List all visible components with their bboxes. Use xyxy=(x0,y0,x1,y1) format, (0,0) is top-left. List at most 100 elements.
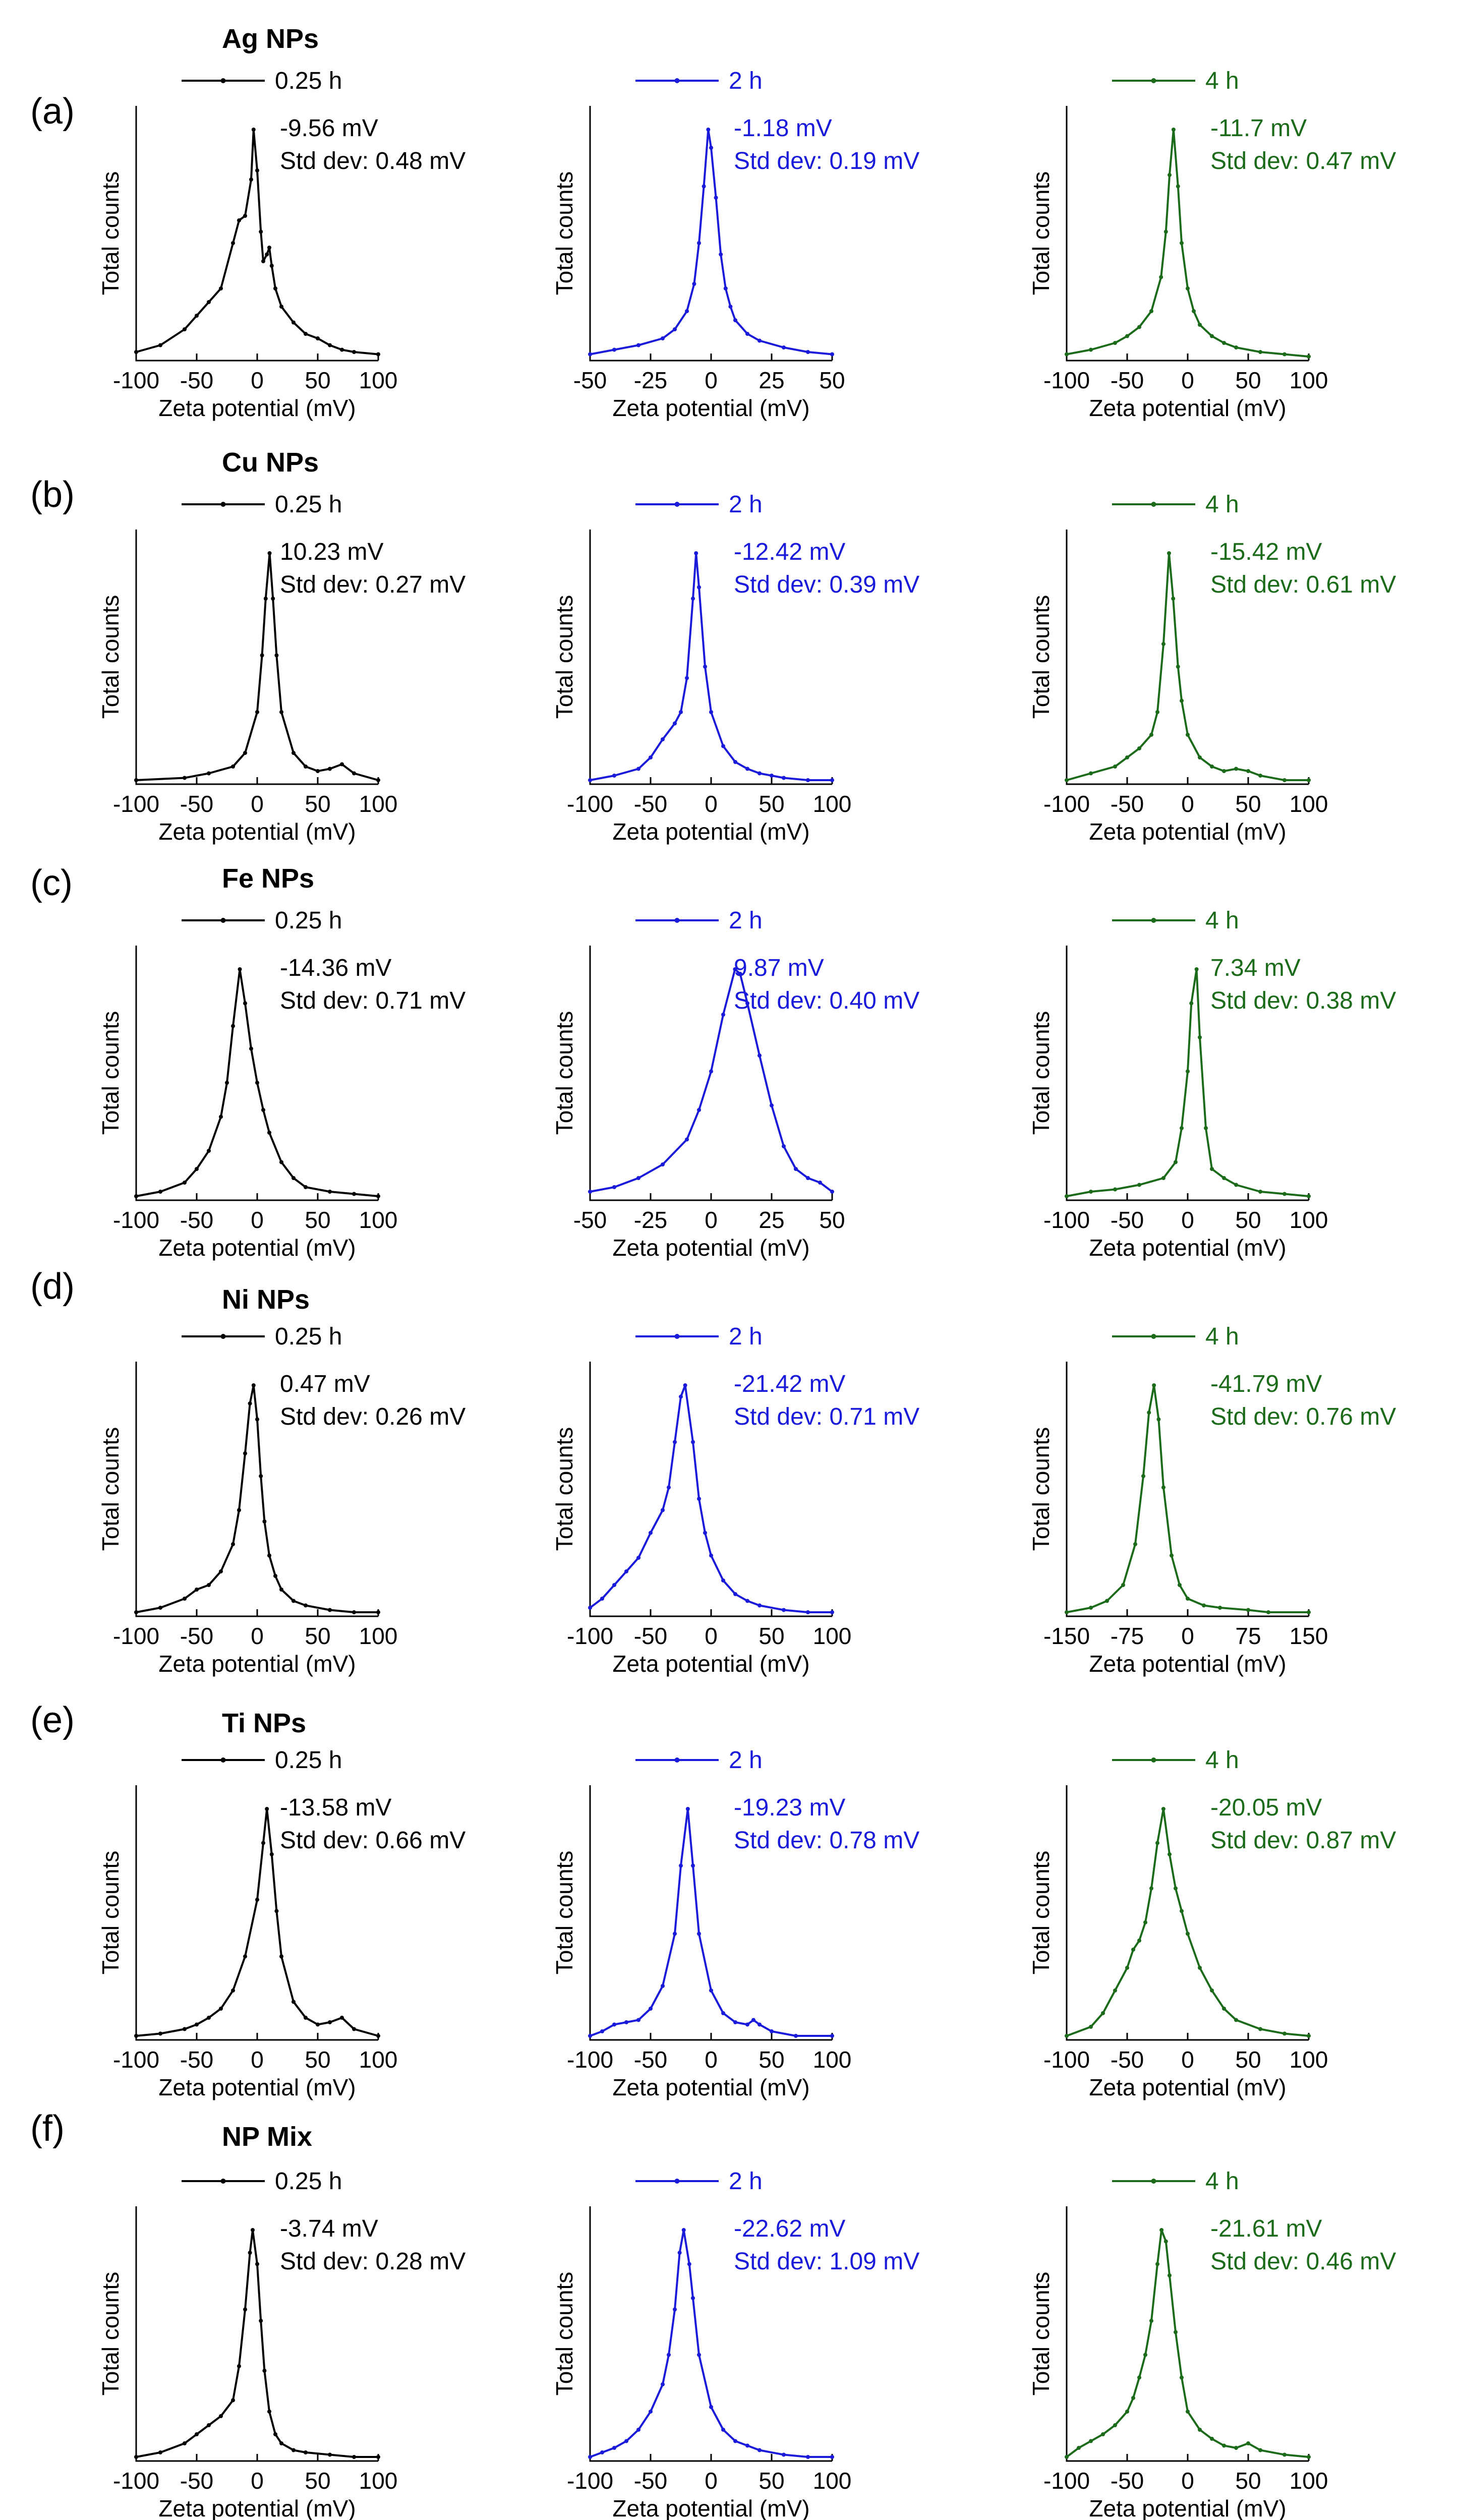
x-tick-label: -100 xyxy=(113,791,159,817)
data-point xyxy=(255,710,259,714)
data-point xyxy=(588,1190,592,1194)
data-point xyxy=(279,710,283,714)
series-line xyxy=(1066,968,1309,1197)
std-dev-label: Std dev: 0.78 mV xyxy=(734,1827,919,1854)
data-point xyxy=(1156,1417,1161,1422)
legend-label: 0.25 h xyxy=(275,68,342,94)
data-point xyxy=(279,305,283,309)
x-tick-label: 0 xyxy=(705,367,718,393)
data-point xyxy=(588,1606,592,1610)
data-point xyxy=(782,1608,786,1612)
data-point xyxy=(757,771,762,776)
data-point xyxy=(1174,2330,1178,2334)
x-tick-label: 50 xyxy=(1235,791,1261,817)
series-line xyxy=(136,129,379,356)
data-point xyxy=(207,1583,211,1587)
data-point xyxy=(1218,1606,1222,1610)
panel-letter: (b) xyxy=(30,475,75,515)
panel-letter: (a) xyxy=(30,91,75,132)
data-point xyxy=(251,1383,256,1387)
data-point xyxy=(1167,551,1171,555)
data-point xyxy=(673,1931,677,1936)
data-point xyxy=(679,1863,683,1868)
x-axis-label: Zeta potential (mV) xyxy=(158,2495,356,2520)
legend-marker xyxy=(220,918,226,923)
peak-value-label: 9.87 mV xyxy=(734,955,824,981)
data-point xyxy=(243,1954,247,1959)
data-point xyxy=(733,318,737,322)
panel-letter: (c) xyxy=(30,863,73,903)
data-point xyxy=(702,184,706,189)
data-point xyxy=(219,2414,223,2418)
data-point xyxy=(352,1192,356,1196)
data-point xyxy=(721,1578,725,1583)
panel-title: NP Mix xyxy=(222,2122,312,2152)
peak-value-label: 7.34 mV xyxy=(1210,955,1301,981)
data-point xyxy=(1234,1183,1238,1187)
data-point xyxy=(134,2455,138,2459)
data-point xyxy=(818,1181,822,1185)
data-point xyxy=(262,1519,267,1523)
data-point xyxy=(279,1954,283,1959)
data-point xyxy=(612,347,616,352)
panel-letter: (d) xyxy=(30,1266,75,1307)
data-point xyxy=(1137,2375,1141,2380)
x-tick-label: 0 xyxy=(705,1207,718,1233)
legend-label: 0.25 h xyxy=(275,1747,342,1774)
x-tick-label: 100 xyxy=(813,2468,852,2494)
data-point xyxy=(195,1588,199,1592)
data-point xyxy=(1149,2319,1153,2323)
data-point xyxy=(292,751,296,755)
data-point xyxy=(158,2450,162,2454)
data-point xyxy=(316,2022,320,2027)
data-point xyxy=(1163,229,1168,234)
x-tick-label: 50 xyxy=(305,2468,330,2494)
data-point xyxy=(1307,2034,1311,2038)
x-axis-label: Zeta potential (mV) xyxy=(158,818,356,845)
std-dev-label: Std dev: 0.40 mV xyxy=(734,987,919,1014)
data-point xyxy=(237,2364,241,2368)
legend-marker xyxy=(674,78,680,83)
data-point xyxy=(1176,665,1180,669)
axes xyxy=(589,530,832,785)
legend-label: 2 h xyxy=(729,491,763,518)
x-tick-label: -100 xyxy=(567,791,613,817)
data-point xyxy=(745,1599,749,1603)
data-point xyxy=(1307,778,1311,782)
data-point xyxy=(1180,241,1184,245)
data-point xyxy=(1161,1176,1165,1180)
data-point xyxy=(1186,286,1190,290)
data-point xyxy=(1246,1608,1250,1612)
data-point xyxy=(1222,769,1226,773)
data-point xyxy=(279,1588,283,1592)
peak-value-label: -41.79 mV xyxy=(1210,1371,1322,1397)
std-dev-label: Std dev: 1.09 mV xyxy=(734,2248,919,2275)
x-tick-label: -75 xyxy=(1111,1623,1144,1649)
data-point xyxy=(721,744,725,748)
data-point xyxy=(588,352,592,357)
x-tick-label: -50 xyxy=(634,791,667,817)
data-point xyxy=(1143,1920,1147,1924)
data-point xyxy=(782,2452,786,2457)
peak-value-label: -1.18 mV xyxy=(734,115,832,142)
data-point xyxy=(249,1046,253,1051)
data-point xyxy=(158,343,162,347)
x-tick-label: 50 xyxy=(305,1623,330,1649)
data-point xyxy=(376,2455,380,2459)
data-point xyxy=(263,597,268,601)
data-point xyxy=(794,2034,798,2038)
data-point xyxy=(1186,733,1190,737)
data-point xyxy=(1234,767,1238,771)
data-point xyxy=(1168,2273,1172,2277)
data-point xyxy=(1077,2446,1081,2450)
data-point xyxy=(265,252,269,257)
data-point xyxy=(304,332,308,336)
data-point xyxy=(830,352,834,357)
data-point xyxy=(237,218,241,222)
data-point xyxy=(1131,1948,1135,1952)
x-tick-label: -50 xyxy=(180,367,213,393)
x-tick-label: 0 xyxy=(705,1623,718,1649)
x-tick-label: 0 xyxy=(251,1207,264,1233)
data-point xyxy=(259,1474,263,1478)
